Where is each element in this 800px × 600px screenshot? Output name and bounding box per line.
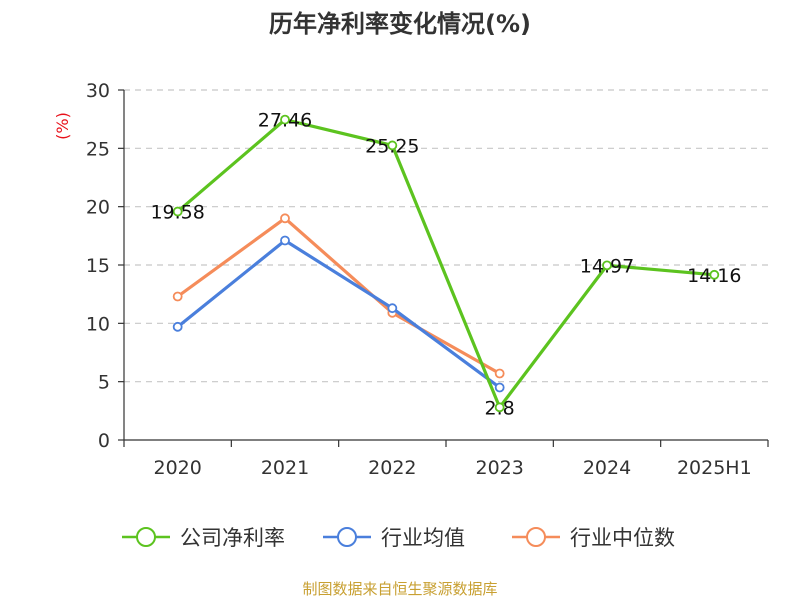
grid-lines: [124, 89, 768, 383]
data-point: [387, 140, 398, 151]
data-labels: 19.58 27.46 25.25 2.8 14.97 14.16: [150, 110, 741, 420]
data-point: [602, 260, 612, 271]
y-tick-label: 10: [86, 313, 110, 335]
source-note: 制图数据来自恒生聚源数据库: [302, 580, 497, 598]
data-point: [494, 402, 505, 413]
series-layer: [172, 114, 720, 413]
data-point: [172, 291, 183, 302]
legend-marker: [136, 527, 156, 547]
data-point: [709, 269, 720, 280]
legend-label: 行业中位数: [570, 526, 675, 550]
y-tick-label: 30: [86, 80, 110, 102]
data-label: 27.46: [258, 110, 312, 132]
x-tick-label: 2022: [368, 457, 416, 479]
data-point: [172, 206, 183, 217]
series-line: [176, 216, 501, 375]
data-label: 19.58: [150, 202, 204, 224]
legend[interactable]: 公司净利率 行业均值 行业中位数: [122, 526, 675, 550]
x-tick-label: 2023: [475, 457, 523, 479]
data-point: [387, 303, 398, 314]
data-label: 14.16: [687, 265, 741, 287]
data-point: [172, 321, 183, 332]
data-point: [280, 235, 290, 246]
y-axis-unit: (%): [53, 112, 72, 140]
axes: 0 5 10 15 20 25 30 2020 2021 2022 2023 2024 2025H1: [86, 80, 769, 479]
data-label: 2.8: [485, 397, 515, 419]
y-tick-label: 20: [86, 197, 110, 219]
y-tick-label: 5: [98, 372, 110, 394]
data-point: [494, 368, 505, 379]
chart-title: 历年净利率变化情况(%): [269, 10, 531, 38]
x-tick-label: 2021: [261, 457, 309, 479]
data-point: [280, 213, 290, 224]
y-tick-label: 25: [86, 138, 110, 160]
y-tick-label: 15: [86, 255, 110, 277]
y-tick-label: 0: [98, 430, 110, 452]
series-line: [176, 118, 715, 409]
data-point: [280, 114, 290, 125]
legend-marker: [526, 527, 546, 547]
data-point: [494, 382, 505, 393]
legend-label: 行业均值: [381, 526, 465, 550]
legend-marker: [337, 527, 357, 547]
x-tick-label: 2020: [153, 457, 201, 479]
legend-label: 公司净利率: [180, 526, 285, 550]
data-label: 14.97: [580, 255, 634, 277]
data-label: 25.25: [365, 135, 419, 157]
series-line: [176, 238, 501, 389]
x-tick-label: 2024: [583, 457, 631, 479]
x-tick-label: 2025H1: [677, 457, 752, 479]
